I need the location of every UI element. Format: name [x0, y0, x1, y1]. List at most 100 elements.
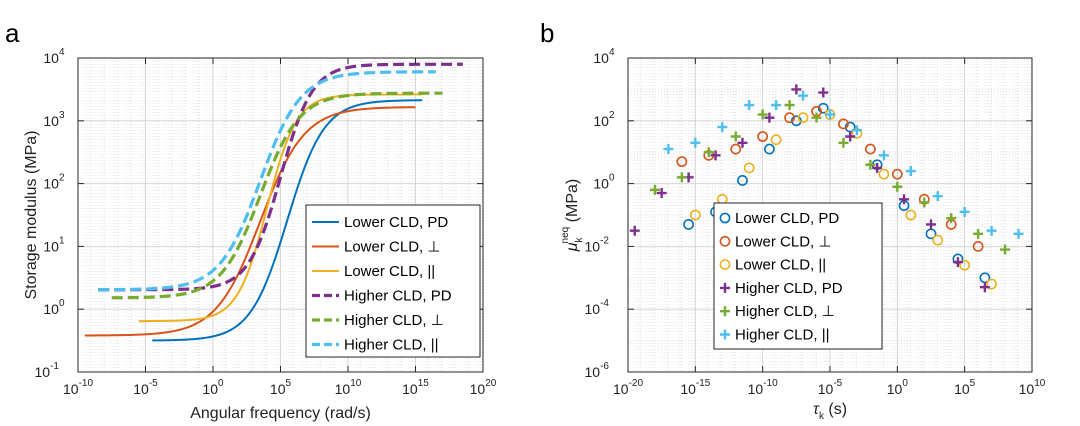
series-4-point	[811, 112, 822, 123]
series-3-point	[791, 84, 802, 95]
series-5-point	[932, 191, 943, 202]
series-3-point	[872, 162, 883, 173]
legend-box	[713, 202, 883, 350]
series-2-point	[932, 234, 944, 246]
series-2-point	[689, 209, 701, 221]
chart-a: 10-10 10-5 100 105 1010 1015 1020 10-1 100 101 102…	[23, 47, 497, 422]
series-4-point	[892, 181, 903, 192]
y-tick-label: 10-4	[585, 298, 610, 317]
series-4-point	[649, 184, 660, 195]
x-tick-label: 10-10	[63, 378, 93, 397]
series-1-point	[757, 131, 769, 142]
legend-label: Higher CLD, ⊥	[735, 303, 835, 320]
series-4-point	[703, 147, 714, 158]
y-axis-label: Storage modulus (MPa)	[23, 131, 40, 300]
series-0-point	[764, 143, 775, 155]
series-2-point	[797, 112, 809, 124]
x-tick-label: 10-5	[133, 378, 158, 397]
series-1-point	[676, 156, 688, 168]
legend-label: Higher CLD, PD	[344, 288, 452, 305]
series-line-5	[98, 70, 436, 292]
legend-swatch	[719, 212, 731, 224]
series-5-point	[878, 150, 889, 161]
series-4-point	[865, 159, 876, 170]
series-4-point	[730, 131, 741, 142]
y-tick-label: 100	[43, 298, 65, 317]
x-tick-label: 1010	[335, 378, 362, 397]
series-3-point	[818, 87, 829, 98]
series-5-point	[986, 225, 997, 236]
legend-swatch	[719, 259, 731, 270]
series-5-point	[798, 90, 809, 101]
series-3-point	[764, 112, 775, 123]
series-3-point	[979, 282, 990, 293]
series-5-point	[851, 125, 862, 136]
series-5-point	[1013, 228, 1024, 239]
legend-swatch	[720, 282, 730, 293]
x-tick-label: 1020	[470, 378, 497, 397]
series-5-point	[717, 122, 728, 133]
legend-swatch	[719, 235, 731, 247]
y-tick-label: 10-1	[35, 361, 60, 380]
data-layer	[629, 84, 1024, 293]
legend-label: Lower CLD, ⊥	[344, 239, 440, 256]
x-tick-label: 10-10	[748, 378, 778, 397]
series-0-point	[790, 115, 802, 127]
legend-label: Lower CLD, ⊥	[735, 233, 831, 250]
data-layer	[84, 62, 463, 342]
series-1-point	[865, 143, 876, 155]
series-3-point	[845, 131, 856, 142]
legend-label: Higher CLD, PD	[735, 280, 843, 297]
x-tick-label: 10-20	[613, 378, 643, 397]
series-2-point	[743, 162, 755, 174]
series-4-point	[973, 228, 984, 239]
series-0-point	[737, 175, 748, 186]
series-1-point	[972, 240, 984, 252]
x-axis-label: Angular frequency (rad/s)	[190, 405, 371, 422]
series-4-point	[1000, 244, 1011, 255]
series-1-point	[784, 112, 795, 124]
series-1-point	[730, 143, 742, 155]
series-4-point	[946, 213, 957, 224]
series-4-point	[676, 172, 687, 183]
legend: Lower CLD, PD Lower CLD, ⊥ Lower CLD, || Hi…	[713, 202, 883, 350]
series-line-3	[98, 62, 463, 292]
y-tick-label: 103	[43, 110, 65, 129]
series-5-point	[825, 109, 835, 120]
series-4-point	[757, 109, 768, 120]
x-tick-label: 100	[887, 378, 909, 397]
y-tick-label: 100	[593, 173, 615, 192]
series-3-point	[710, 150, 721, 161]
series-line-4	[111, 91, 443, 300]
series-2-point	[770, 134, 782, 146]
series-3-point	[656, 188, 667, 199]
series-4-point	[919, 197, 930, 208]
legend-label: Lower CLD, PD	[735, 210, 839, 227]
legend-label: Lower CLD, ||	[735, 257, 826, 274]
series-5-point	[905, 166, 916, 177]
series-2-point	[959, 259, 971, 271]
y-tick-label: 10-2	[585, 235, 610, 254]
series-3-point	[926, 219, 936, 230]
series-5-point	[663, 144, 674, 155]
ticks	[627, 57, 1033, 373]
x-tick-label: 105	[270, 378, 292, 397]
legend-label: Higher CLD, ||	[735, 327, 830, 344]
series-4-point	[784, 100, 795, 111]
series-1-point	[891, 168, 903, 180]
legend-label: Lower CLD, PD	[344, 214, 448, 231]
legend-label: Higher CLD, ⊥	[344, 312, 444, 329]
x-tick-label: 10-5	[818, 378, 843, 397]
x-tick-label: 105	[954, 378, 976, 397]
series-3-point	[629, 225, 640, 236]
y-tick-label: 102	[43, 173, 65, 192]
series-5-point	[959, 206, 970, 217]
panel-b-letter: b	[540, 18, 554, 48]
ticks	[77, 57, 484, 373]
legend-label: Lower CLD, ||	[344, 263, 435, 280]
x-tick-label: 100	[202, 378, 224, 397]
series-5-point	[744, 100, 755, 111]
series-5-point	[690, 137, 701, 148]
y-axis-label: μkneq (MPa)	[560, 179, 585, 252]
